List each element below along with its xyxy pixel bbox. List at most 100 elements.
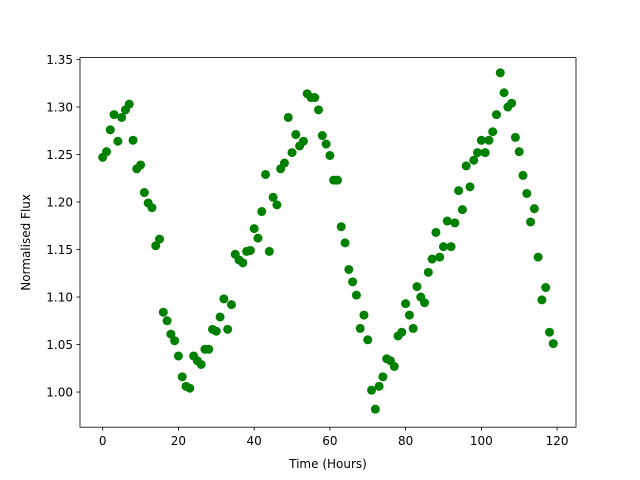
- data-point: [412, 282, 422, 292]
- data-point: [283, 112, 293, 122]
- data-point: [473, 148, 483, 158]
- data-point: [249, 224, 259, 234]
- data-point: [158, 307, 168, 317]
- data-point: [537, 295, 547, 305]
- data-point: [261, 169, 271, 179]
- y-tick-label: 1.20: [46, 195, 73, 209]
- data-point: [480, 148, 490, 158]
- data-point: [348, 277, 358, 287]
- data-point: [420, 298, 430, 308]
- data-point: [162, 316, 172, 326]
- data-point: [105, 125, 115, 135]
- data-point: [321, 139, 331, 149]
- data-point: [113, 136, 123, 146]
- data-point: [533, 252, 543, 262]
- data-point: [336, 222, 346, 232]
- data-points: [98, 68, 558, 414]
- data-point: [548, 339, 558, 349]
- x-axis-ticks: 0 20 40 60 80 100 120: [99, 427, 569, 448]
- data-point: [401, 299, 411, 309]
- data-point: [359, 310, 369, 320]
- x-tick-label: 20: [171, 434, 186, 448]
- data-point: [109, 110, 119, 120]
- y-tick-label: 1.05: [46, 338, 73, 352]
- data-point: [484, 135, 494, 145]
- data-point: [196, 359, 206, 369]
- data-point: [264, 246, 274, 256]
- data-point: [404, 310, 414, 320]
- data-point: [442, 216, 452, 226]
- data-point: [185, 383, 195, 393]
- data-point: [155, 234, 165, 244]
- data-point: [526, 217, 536, 227]
- data-point: [291, 130, 301, 140]
- data-point: [507, 98, 517, 108]
- y-tick-label: 1.15: [46, 243, 73, 257]
- data-point: [344, 264, 354, 274]
- data-point: [139, 188, 149, 198]
- x-tick-label: 40: [247, 434, 262, 448]
- x-tick-label: 0: [99, 434, 107, 448]
- data-point: [363, 335, 373, 345]
- data-point: [223, 324, 233, 334]
- data-point: [522, 188, 532, 198]
- data-point: [268, 192, 278, 202]
- data-point: [518, 170, 528, 180]
- data-point: [408, 323, 418, 333]
- data-point: [431, 227, 441, 237]
- data-point: [310, 93, 320, 103]
- y-axis-ticks: 1.00 1.05 1.10 1.15 1.20 1.25 1.30 1.35: [46, 53, 80, 399]
- data-point: [438, 242, 448, 252]
- data-point: [287, 148, 297, 158]
- data-point: [491, 110, 501, 120]
- data-point: [128, 135, 138, 145]
- data-point: [351, 290, 361, 300]
- data-point: [529, 204, 539, 214]
- data-point: [423, 267, 433, 277]
- data-point: [117, 112, 127, 122]
- data-point: [332, 175, 342, 185]
- data-point: [317, 131, 327, 141]
- data-point: [457, 205, 467, 215]
- data-point: [219, 294, 229, 304]
- data-point: [541, 283, 551, 293]
- data-point: [446, 242, 456, 252]
- x-tick-label: 120: [546, 434, 569, 448]
- data-point: [298, 136, 308, 146]
- data-point: [510, 132, 520, 142]
- data-point: [370, 404, 380, 414]
- plot-frame: [79, 57, 577, 428]
- data-point: [147, 203, 157, 213]
- data-point: [495, 68, 505, 78]
- data-point: [272, 200, 282, 210]
- y-tick-label: 1.10: [46, 290, 73, 304]
- data-point: [469, 155, 479, 165]
- y-tick-label: 1.25: [46, 148, 73, 162]
- y-tick-label: 1.00: [46, 385, 73, 399]
- data-point: [136, 160, 146, 170]
- data-point: [397, 327, 407, 337]
- x-tick-label: 100: [470, 434, 493, 448]
- data-point: [102, 147, 111, 157]
- y-tick-label: 1.30: [46, 100, 73, 114]
- data-point: [314, 105, 324, 115]
- data-point: [238, 258, 248, 268]
- data-point: [340, 238, 350, 248]
- data-point: [245, 245, 255, 255]
- data-point: [257, 207, 267, 217]
- data-point: [545, 327, 554, 337]
- data-point: [279, 158, 289, 168]
- data-point: [499, 88, 509, 98]
- y-axis-label: Normalised Flux: [19, 194, 33, 291]
- data-point: [170, 336, 180, 346]
- data-point: [367, 385, 377, 395]
- data-point: [389, 361, 399, 371]
- data-point: [454, 186, 464, 196]
- data-point: [435, 252, 445, 262]
- data-point: [166, 329, 176, 339]
- data-point: [461, 161, 471, 171]
- data-point: [211, 326, 221, 336]
- data-point: [226, 300, 236, 310]
